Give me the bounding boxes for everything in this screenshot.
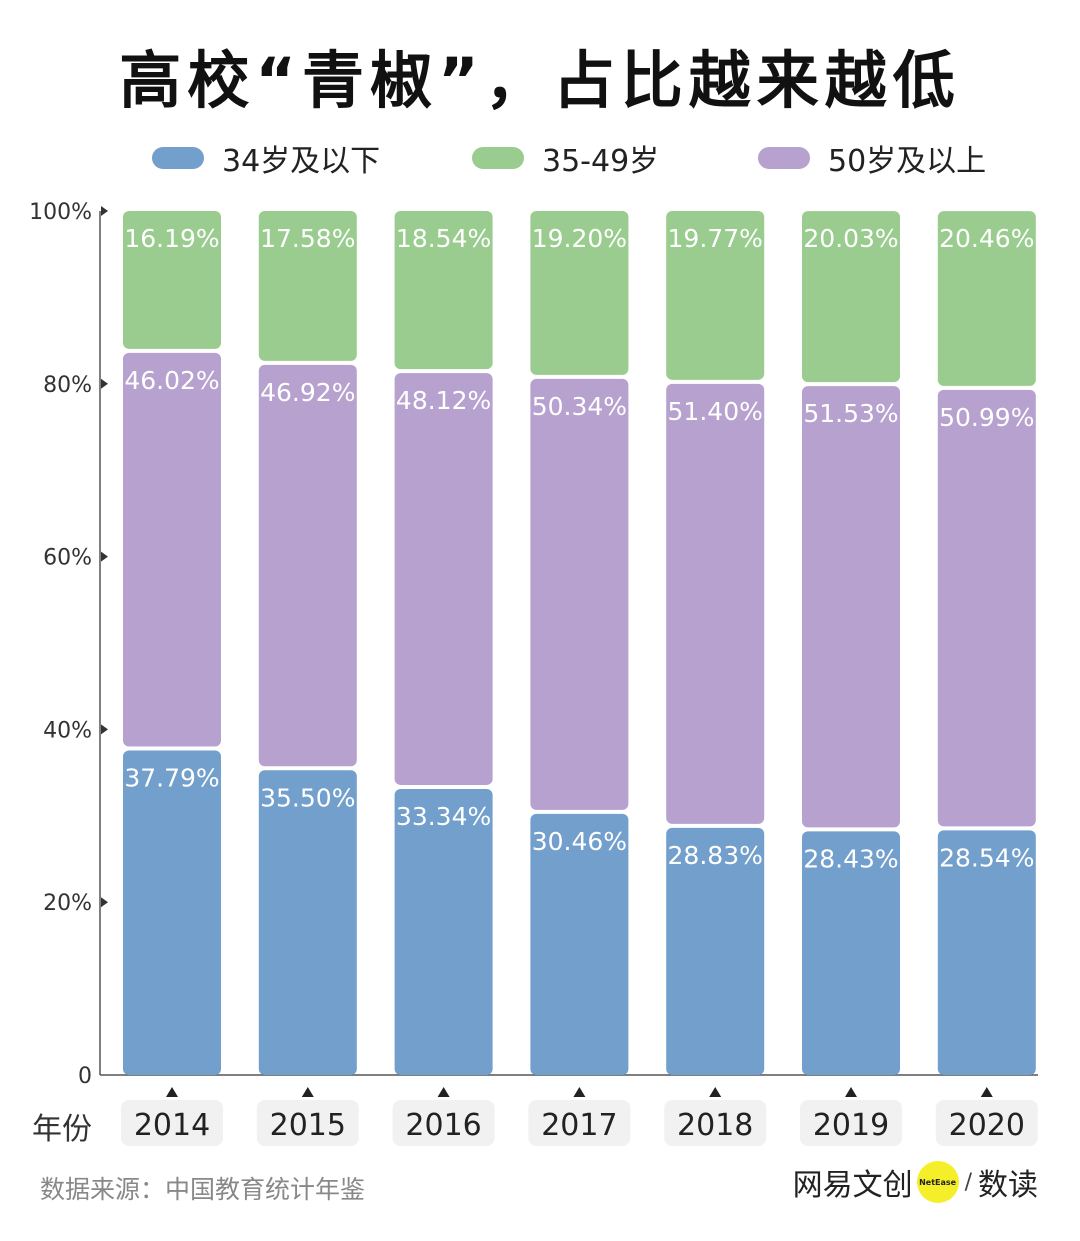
x-tick-marker <box>301 1087 314 1097</box>
x-tick-marker <box>166 1087 178 1097</box>
brand-badge-icon: NetEase <box>916 1161 959 1203</box>
x-tick-pill <box>800 1100 902 1146</box>
x-tick-label: 2015 <box>270 1108 346 1143</box>
bar-segment <box>530 378 629 810</box>
legend-item-senior: 50岁及以上 <box>758 136 986 180</box>
x-tick-pill <box>392 1100 495 1146</box>
bar-segment <box>530 211 629 375</box>
x-tick-marker <box>845 1087 857 1097</box>
legend-item-middle: 35-49岁 <box>472 136 659 180</box>
data-label: 28.83% <box>668 841 763 870</box>
bar-segment <box>666 211 765 380</box>
bar-segment <box>394 373 493 785</box>
data-label: 51.53% <box>803 399 898 428</box>
x-tick-marker <box>980 1087 993 1097</box>
data-label: 48.12% <box>396 386 491 415</box>
legend-label-young: 34岁及以下 <box>222 144 381 179</box>
brand-suffix: 数读 <box>978 1168 1038 1203</box>
x-tick-label: 2014 <box>134 1108 210 1143</box>
x-axis-prefix-label: 年份 <box>32 1112 92 1147</box>
x-tick-pill <box>935 1100 1038 1146</box>
bar-segment <box>258 770 357 1075</box>
brand-separator: / <box>964 1169 972 1195</box>
legend-item-young: 34岁及以下 <box>152 136 380 180</box>
data-label: 20.03% <box>803 224 898 253</box>
y-tick-label: 60% <box>43 546 92 571</box>
legend-swatch-young <box>152 147 204 169</box>
y-tick-label: 80% <box>43 373 92 398</box>
legend-swatch-middle <box>472 147 524 169</box>
x-tick-marker <box>709 1087 722 1097</box>
bar-segment <box>666 383 765 824</box>
stacked-bar-chart: 0 20% 40% 60% 80% 100% 37.79% 46.02% 16.19% 2014 3… <box>29 200 1038 1146</box>
bar-segment <box>802 386 900 828</box>
data-label: 28.54% <box>939 843 1034 872</box>
bar-segment <box>123 211 221 349</box>
data-label: 17.58% <box>260 224 355 253</box>
x-tick-pill <box>256 1100 359 1146</box>
bar-segment <box>530 813 629 1075</box>
y-tick-mark <box>101 551 108 562</box>
bar-segment <box>802 831 900 1075</box>
data-label: 50.34% <box>532 392 627 421</box>
x-tick-marker <box>573 1087 586 1097</box>
bar-segment <box>802 211 900 383</box>
bar-segment <box>937 211 1036 386</box>
x-tick-label: 2020 <box>949 1108 1025 1143</box>
y-tick-label: 100% <box>29 200 92 225</box>
chart-title: 高校“青椒”，占比越来越低 <box>119 44 961 117</box>
bar-segment <box>258 211 357 361</box>
data-label: 33.34% <box>396 802 491 831</box>
data-label: 30.46% <box>532 827 627 856</box>
x-tick-label: 2017 <box>541 1108 617 1143</box>
brand-badge-text: NetEase <box>919 1177 957 1187</box>
data-label: 51.40% <box>668 397 763 426</box>
data-label: 35.50% <box>260 783 355 812</box>
data-label: 37.79% <box>124 763 219 792</box>
data-label: 18.54% <box>396 224 491 253</box>
y-tick-mark <box>101 206 108 216</box>
bar-segment <box>123 750 221 1075</box>
x-tick-pill <box>528 1100 631 1146</box>
x-tick-label: 2018 <box>677 1108 753 1143</box>
x-tick-label: 2016 <box>405 1108 481 1143</box>
data-label: 19.77% <box>668 224 763 253</box>
bar-segment <box>666 827 765 1075</box>
y-tick-mark <box>101 378 108 389</box>
data-label: 16.19% <box>124 224 219 253</box>
bar-segment <box>394 788 493 1075</box>
x-tick-pill <box>121 1100 223 1146</box>
bar-segment <box>394 211 493 370</box>
y-tick-label: 40% <box>43 718 92 743</box>
data-label: 46.92% <box>260 378 355 407</box>
data-label: 28.43% <box>803 844 898 873</box>
bar-segment <box>123 352 221 747</box>
legend-label-senior: 50岁及以上 <box>828 144 987 179</box>
brand-logo: 网易文创 NetEase / 数读 <box>793 1160 1038 1204</box>
brand-name: 网易文创 <box>792 1168 913 1203</box>
data-label: 19.20% <box>532 224 627 253</box>
data-source-note: 数据来源：中国教育统计年鉴 <box>40 1175 366 1204</box>
x-tick-marker <box>437 1087 450 1097</box>
data-label: 50.99% <box>939 403 1034 432</box>
legend-swatch-senior <box>758 147 810 169</box>
bar-segment <box>937 389 1036 827</box>
x-tick-pill <box>664 1100 767 1146</box>
y-tick-label: 20% <box>43 891 92 916</box>
y-tick-mark <box>101 897 108 908</box>
y-tick-label: 0 <box>78 1064 92 1089</box>
legend-label-middle: 35-49岁 <box>542 144 660 179</box>
data-label: 46.02% <box>124 366 219 395</box>
bar-segment <box>258 364 357 767</box>
data-label: 20.46% <box>939 224 1034 253</box>
legend: 34岁及以下 35-49岁 50岁及以上 <box>0 136 1080 179</box>
bar-segment <box>937 830 1036 1075</box>
y-tick-mark <box>101 724 108 735</box>
x-tick-label: 2019 <box>813 1108 889 1143</box>
